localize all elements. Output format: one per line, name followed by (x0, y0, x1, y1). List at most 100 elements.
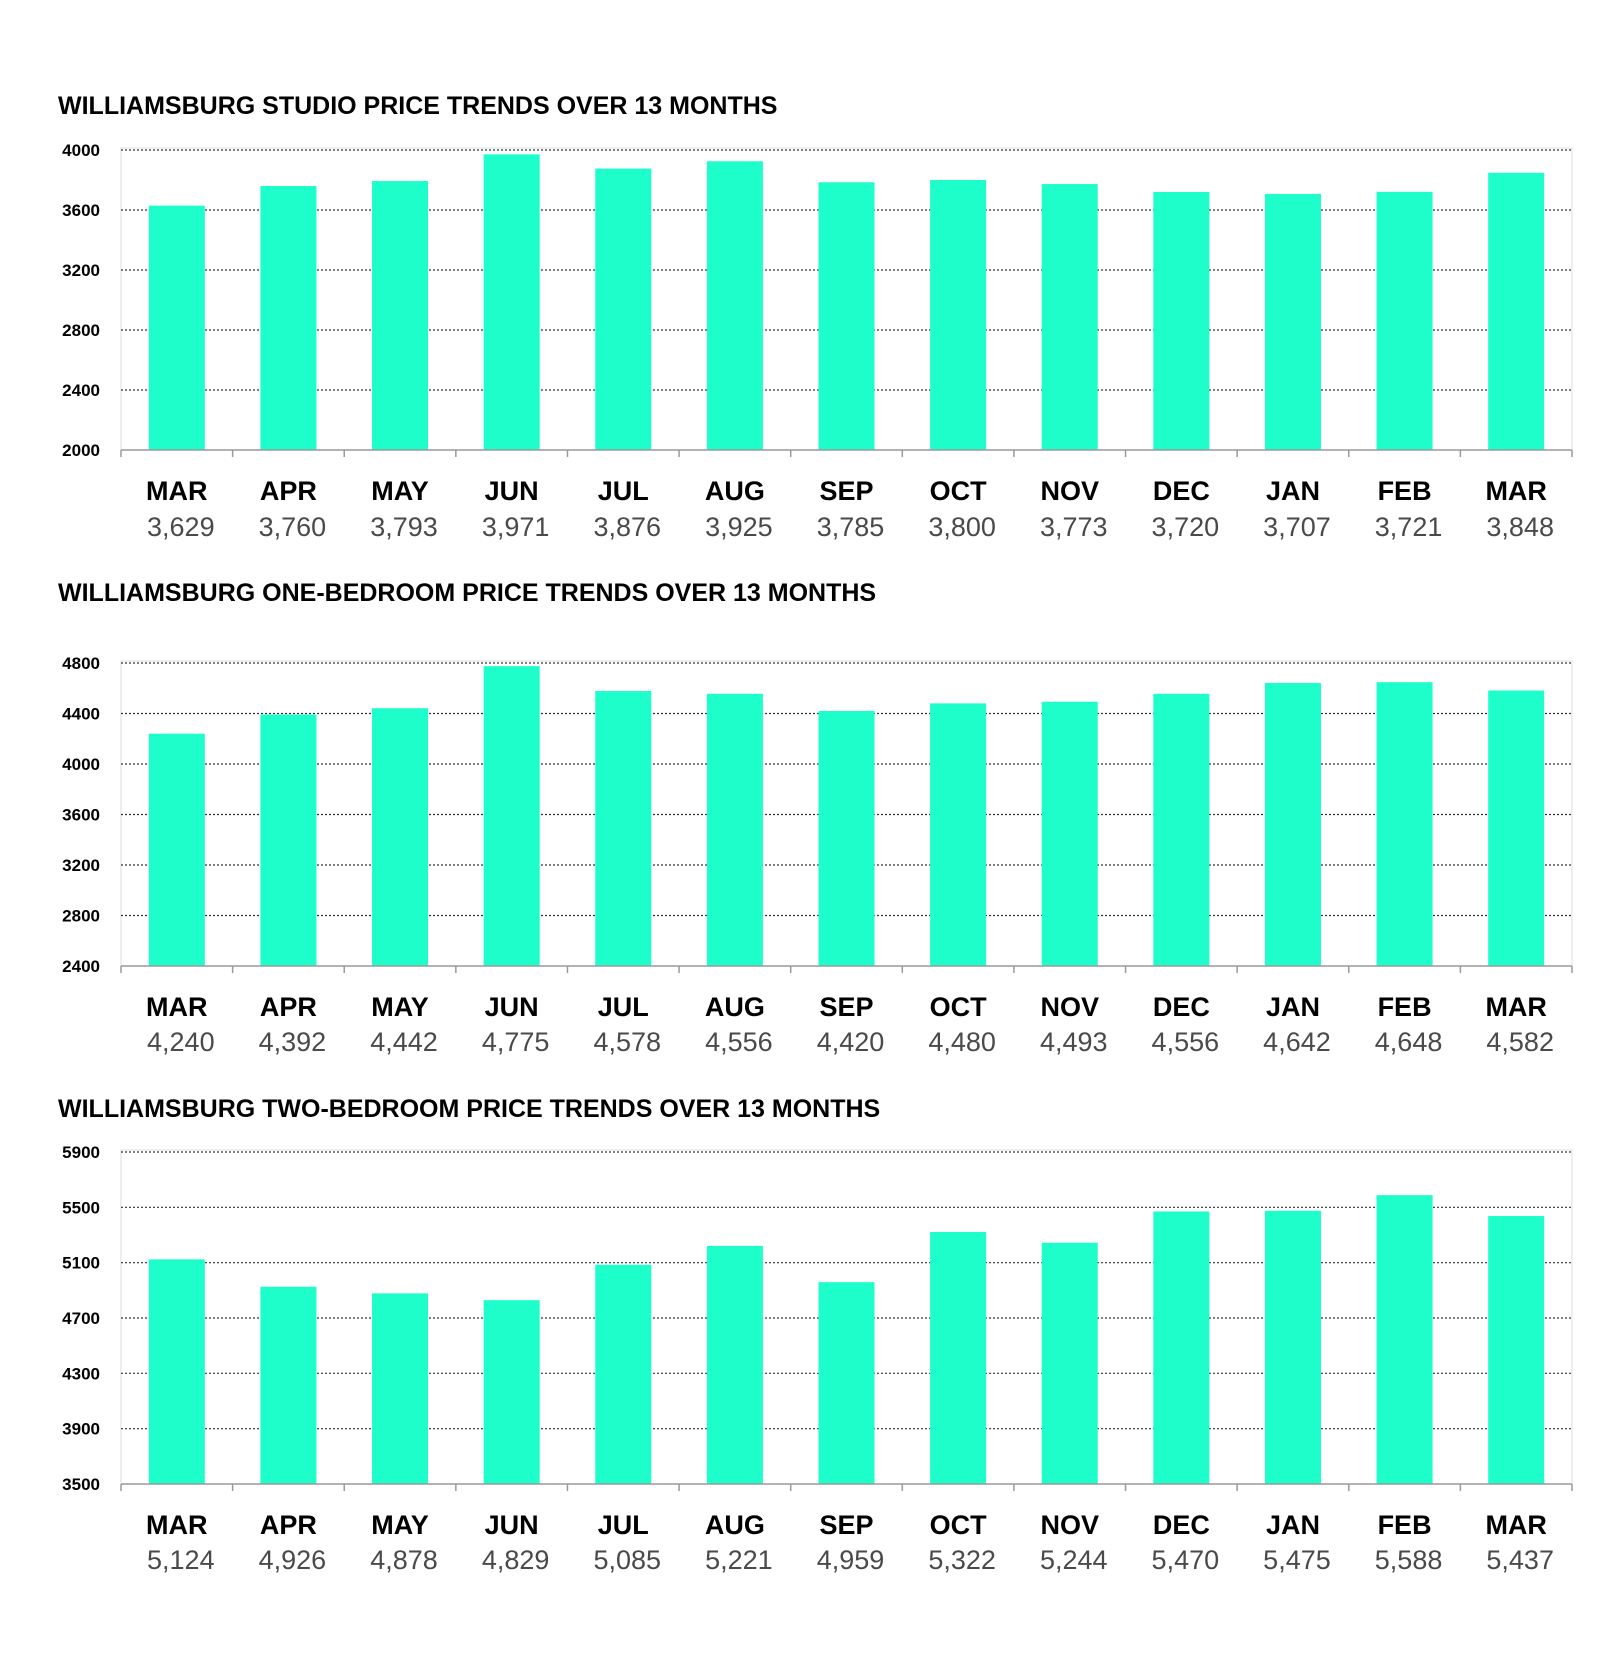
value-label: 5,085 (593, 1545, 661, 1575)
month-label: APR (260, 992, 317, 1022)
value-label: 4,648 (1375, 1027, 1443, 1057)
bar (372, 1293, 429, 1484)
y-tick-label: 3500 (62, 1475, 100, 1494)
bar (930, 703, 987, 966)
value-label: 3,785 (817, 512, 885, 542)
bar (1264, 682, 1321, 966)
y-tick-label: 2800 (62, 907, 100, 926)
month-label: JAN (1266, 1510, 1320, 1540)
bar (483, 1300, 540, 1484)
bar (148, 1259, 205, 1484)
y-tick-label: 4000 (62, 755, 100, 774)
bar (1488, 1216, 1545, 1484)
month-label: SEP (819, 992, 873, 1022)
month-label: AUG (705, 476, 765, 506)
value-label: 4,442 (370, 1027, 438, 1057)
value-label: 4,582 (1486, 1027, 1554, 1057)
month-label: APR (260, 476, 317, 506)
bar (483, 154, 540, 450)
month-label: JUL (598, 1510, 649, 1540)
bar (260, 186, 317, 450)
bar (1264, 193, 1321, 450)
month-label: MAR (1485, 476, 1547, 506)
value-label: 3,721 (1375, 512, 1443, 542)
value-label: 4,642 (1263, 1027, 1331, 1057)
bar (1376, 682, 1433, 966)
value-label: 5,437 (1486, 1545, 1554, 1575)
month-label: JAN (1266, 992, 1320, 1022)
month-label: MAR (146, 992, 208, 1022)
month-label: DEC (1153, 476, 1210, 506)
bar (483, 666, 540, 966)
value-label: 4,959 (817, 1545, 885, 1575)
bar (818, 1282, 875, 1484)
value-label: 5,221 (705, 1545, 773, 1575)
value-label: 4,578 (593, 1027, 661, 1057)
y-tick-label: 4400 (62, 705, 100, 724)
value-label: 4,240 (147, 1027, 215, 1057)
month-label: FEB (1378, 1510, 1432, 1540)
month-label: OCT (930, 1510, 988, 1540)
y-tick-label: 2000 (62, 441, 100, 460)
bar (1488, 690, 1545, 966)
bar (372, 181, 429, 451)
month-label: FEB (1378, 476, 1432, 506)
y-tick-label: 4800 (62, 654, 100, 673)
value-label: 3,707 (1263, 512, 1331, 542)
month-label: JUN (485, 992, 539, 1022)
bar (595, 1264, 652, 1484)
value-label: 4,556 (705, 1027, 773, 1057)
y-tick-label: 3600 (62, 201, 100, 220)
bar (930, 1231, 987, 1484)
bar (818, 182, 875, 450)
bar (1041, 1242, 1098, 1484)
bar (1153, 1211, 1210, 1484)
month-label: NOV (1040, 992, 1099, 1022)
chart-title: WILLIAMSBURG STUDIO PRICE TRENDS OVER 13… (58, 92, 777, 120)
month-label: JUL (598, 476, 649, 506)
bar (1376, 191, 1433, 450)
value-label: 3,793 (370, 512, 438, 542)
value-label: 4,556 (1152, 1027, 1220, 1057)
value-label: 5,470 (1152, 1545, 1220, 1575)
month-label: SEP (819, 476, 873, 506)
value-label: 3,876 (593, 512, 661, 542)
y-tick-label: 4300 (62, 1364, 100, 1383)
value-label: 3,760 (259, 512, 327, 542)
y-tick-label: 4000 (62, 141, 100, 160)
value-label: 3,848 (1486, 512, 1554, 542)
y-tick-label: 2400 (62, 957, 100, 976)
month-label: DEC (1153, 1510, 1210, 1540)
chart-title: WILLIAMSBURG TWO-BEDROOM PRICE TRENDS OV… (58, 1095, 880, 1123)
bar (148, 733, 205, 966)
y-tick-label: 2400 (62, 381, 100, 400)
value-label: 4,480 (928, 1027, 996, 1057)
month-label: AUG (705, 992, 765, 1022)
month-label: OCT (930, 476, 988, 506)
bar (818, 710, 875, 966)
bar (1264, 1210, 1321, 1484)
value-label: 4,775 (482, 1027, 550, 1057)
bar (372, 708, 429, 966)
value-label: 3,720 (1152, 512, 1220, 542)
value-label: 3,971 (482, 512, 550, 542)
bar (260, 1286, 317, 1484)
value-label: 3,629 (147, 512, 215, 542)
month-label: MAR (146, 476, 208, 506)
value-label: 4,926 (259, 1545, 327, 1575)
value-label: 5,124 (147, 1545, 215, 1575)
bar (1153, 192, 1210, 450)
value-label: 5,475 (1263, 1545, 1331, 1575)
value-label: 3,925 (705, 512, 773, 542)
y-tick-label: 3900 (62, 1420, 100, 1439)
value-label: 5,244 (1040, 1545, 1108, 1575)
month-label: NOV (1040, 1510, 1099, 1540)
bar (1153, 693, 1210, 966)
value-label: 3,800 (928, 512, 996, 542)
month-label: OCT (930, 992, 988, 1022)
value-label: 4,420 (817, 1027, 885, 1057)
bar (595, 691, 652, 966)
month-label: DEC (1153, 992, 1210, 1022)
y-tick-label: 3200 (62, 856, 100, 875)
